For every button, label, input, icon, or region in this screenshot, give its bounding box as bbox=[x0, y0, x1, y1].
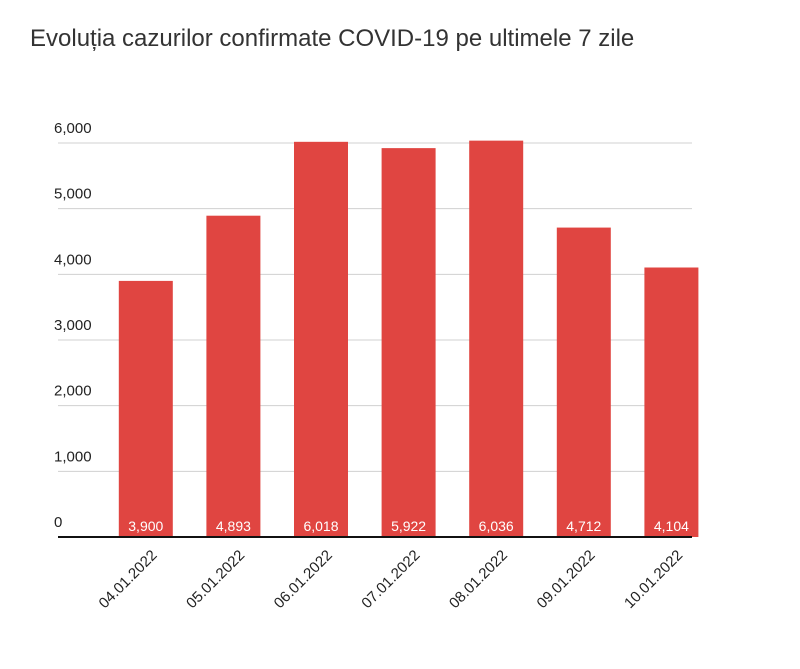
x-tick-label: 09.01.2022 bbox=[534, 547, 599, 612]
x-tick-label: 08.01.2022 bbox=[446, 547, 511, 612]
bar bbox=[469, 140, 524, 538]
bar bbox=[206, 215, 261, 537]
bar bbox=[118, 280, 173, 537]
value-label: 4,712 bbox=[566, 518, 601, 534]
x-tick-label: 04.01.2022 bbox=[96, 547, 161, 612]
chart-title: Evoluția cazurilor confirmate COVID-19 p… bbox=[30, 25, 634, 52]
y-tick-label: 2,000 bbox=[54, 383, 92, 400]
x-tick-label: 10.01.2022 bbox=[621, 547, 686, 612]
y-tick-label: 4,000 bbox=[54, 251, 92, 268]
bar bbox=[381, 148, 436, 537]
bar bbox=[556, 227, 611, 537]
value-label: 6,036 bbox=[479, 518, 514, 534]
value-label: 4,104 bbox=[654, 518, 689, 534]
x-tick-label: 06.01.2022 bbox=[271, 547, 336, 612]
y-tick-label: 0 bbox=[54, 514, 62, 531]
x-tick-label: 05.01.2022 bbox=[183, 547, 248, 612]
y-tick-label: 3,000 bbox=[54, 317, 92, 334]
value-label: 5,922 bbox=[391, 518, 426, 534]
y-tick-label: 5,000 bbox=[54, 186, 92, 203]
bar bbox=[644, 267, 699, 537]
y-tick-label: 6,000 bbox=[54, 120, 92, 137]
y-tick-label: 1,000 bbox=[54, 448, 92, 465]
value-label: 6,018 bbox=[303, 518, 338, 534]
value-label: 3,900 bbox=[128, 518, 163, 534]
x-tick-label: 07.01.2022 bbox=[358, 547, 423, 612]
value-label: 4,893 bbox=[216, 518, 251, 534]
bar bbox=[294, 141, 348, 537]
